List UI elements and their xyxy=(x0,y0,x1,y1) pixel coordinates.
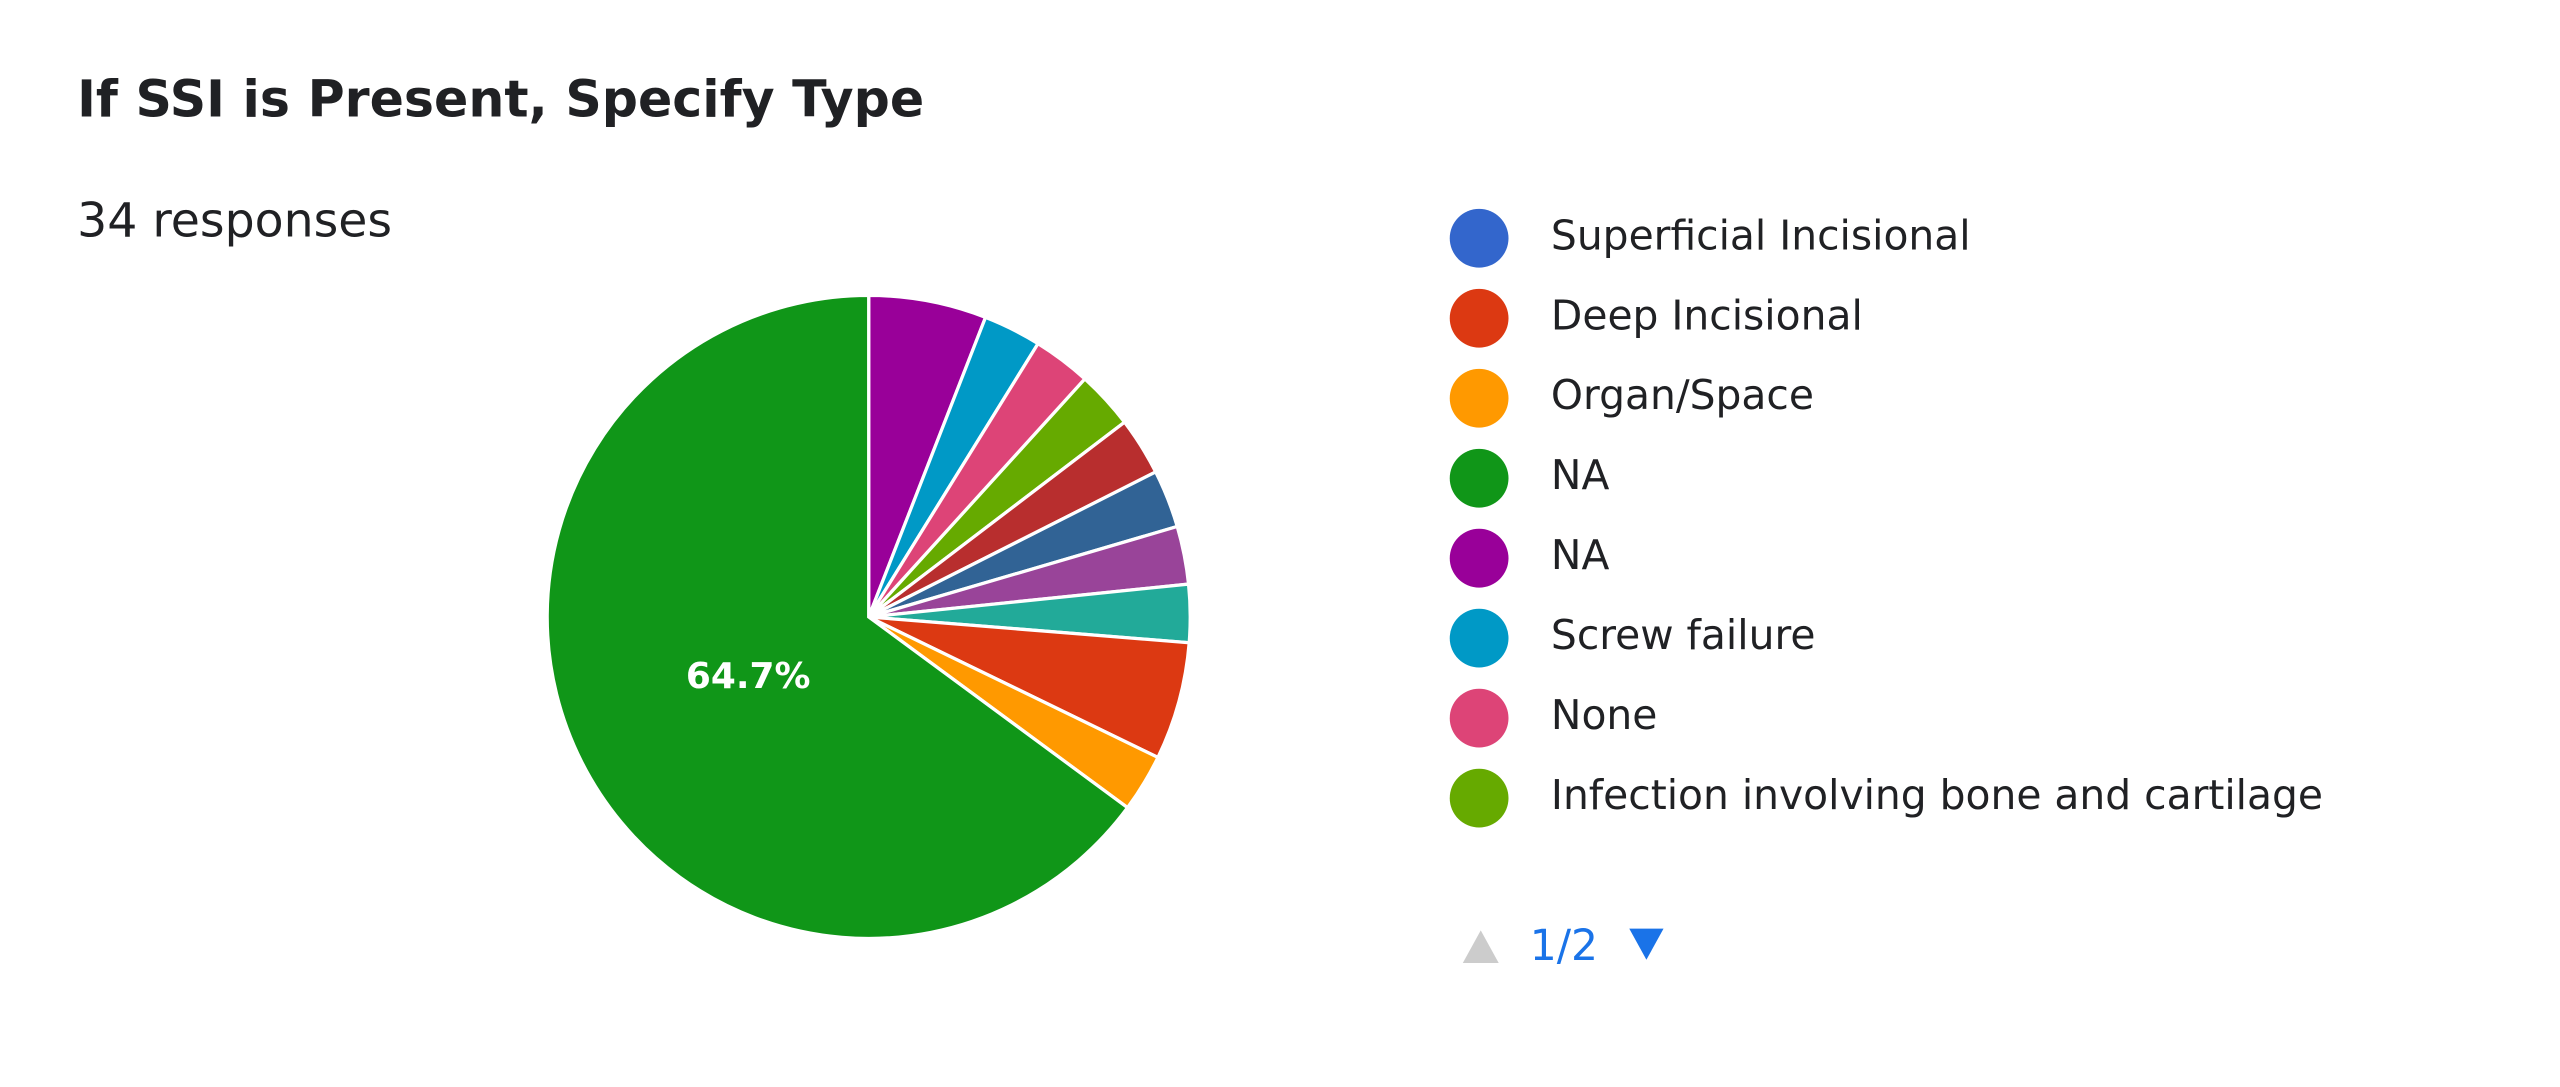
legend-label: Screw failure xyxy=(1551,611,1816,659)
legend-label: Superficial Incisional xyxy=(1551,211,1971,259)
legend-swatch xyxy=(1449,768,1509,828)
pie-slice xyxy=(545,293,1130,941)
legend-swatch xyxy=(1449,208,1509,268)
legend-page-up[interactable] xyxy=(1462,930,1499,963)
legend-label: NA xyxy=(1551,451,1610,499)
legend-page: 1/2 xyxy=(1530,922,1598,971)
legend-label: Deep Incisional xyxy=(1551,291,1863,339)
legend-page-down[interactable] xyxy=(1629,928,1664,960)
legend-swatch xyxy=(1449,368,1509,428)
legend-label: Infection involving bone and cartilage xyxy=(1551,771,2323,819)
legend-label: NA xyxy=(1551,531,1610,579)
legend-swatch xyxy=(1449,288,1509,348)
pie-slice xyxy=(867,615,1191,760)
chart-title: If SSI is Present, Specify Type xyxy=(77,69,924,128)
legend-swatch xyxy=(1449,608,1509,668)
legend-swatch xyxy=(1449,688,1509,748)
legend-label: Organ/Space xyxy=(1551,371,1814,419)
slice-label: 64.7% xyxy=(686,656,811,697)
legend-swatch xyxy=(1449,448,1509,508)
response-count: 34 responses xyxy=(77,194,392,249)
legend-label: None xyxy=(1551,691,1657,739)
legend-swatch xyxy=(1449,528,1509,588)
pie-slice xyxy=(867,293,988,618)
